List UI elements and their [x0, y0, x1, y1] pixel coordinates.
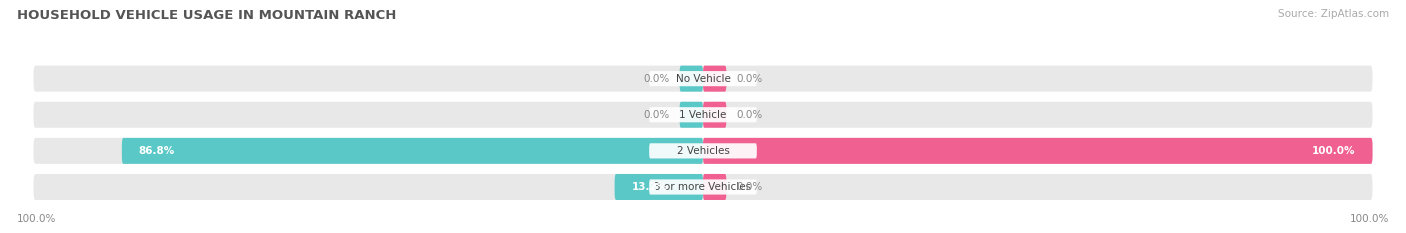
Text: 0.0%: 0.0%: [737, 110, 762, 120]
FancyBboxPatch shape: [34, 174, 1372, 200]
Text: Source: ZipAtlas.com: Source: ZipAtlas.com: [1278, 9, 1389, 19]
FancyBboxPatch shape: [650, 71, 756, 86]
FancyBboxPatch shape: [679, 66, 703, 92]
FancyBboxPatch shape: [703, 102, 727, 128]
Text: HOUSEHOLD VEHICLE USAGE IN MOUNTAIN RANCH: HOUSEHOLD VEHICLE USAGE IN MOUNTAIN RANC…: [17, 9, 396, 22]
Text: 100.0%: 100.0%: [1312, 146, 1355, 156]
FancyBboxPatch shape: [703, 138, 1372, 164]
FancyBboxPatch shape: [34, 66, 1372, 92]
FancyBboxPatch shape: [650, 107, 756, 122]
Text: No Vehicle: No Vehicle: [675, 74, 731, 84]
Text: 13.2%: 13.2%: [631, 182, 668, 192]
FancyBboxPatch shape: [614, 174, 703, 200]
Text: 1 Vehicle: 1 Vehicle: [679, 110, 727, 120]
FancyBboxPatch shape: [650, 143, 756, 158]
FancyBboxPatch shape: [703, 174, 727, 200]
Text: 2 Vehicles: 2 Vehicles: [676, 146, 730, 156]
Text: 86.8%: 86.8%: [139, 146, 174, 156]
FancyBboxPatch shape: [703, 66, 727, 92]
Text: 100.0%: 100.0%: [17, 214, 56, 224]
Text: 100.0%: 100.0%: [1350, 214, 1389, 224]
Text: 0.0%: 0.0%: [644, 74, 669, 84]
FancyBboxPatch shape: [34, 138, 1372, 164]
Text: 0.0%: 0.0%: [644, 110, 669, 120]
Text: 0.0%: 0.0%: [737, 182, 762, 192]
Text: 0.0%: 0.0%: [737, 74, 762, 84]
FancyBboxPatch shape: [650, 179, 756, 195]
Text: 3 or more Vehicles: 3 or more Vehicles: [654, 182, 752, 192]
FancyBboxPatch shape: [34, 102, 1372, 128]
FancyBboxPatch shape: [679, 102, 703, 128]
FancyBboxPatch shape: [122, 138, 703, 164]
